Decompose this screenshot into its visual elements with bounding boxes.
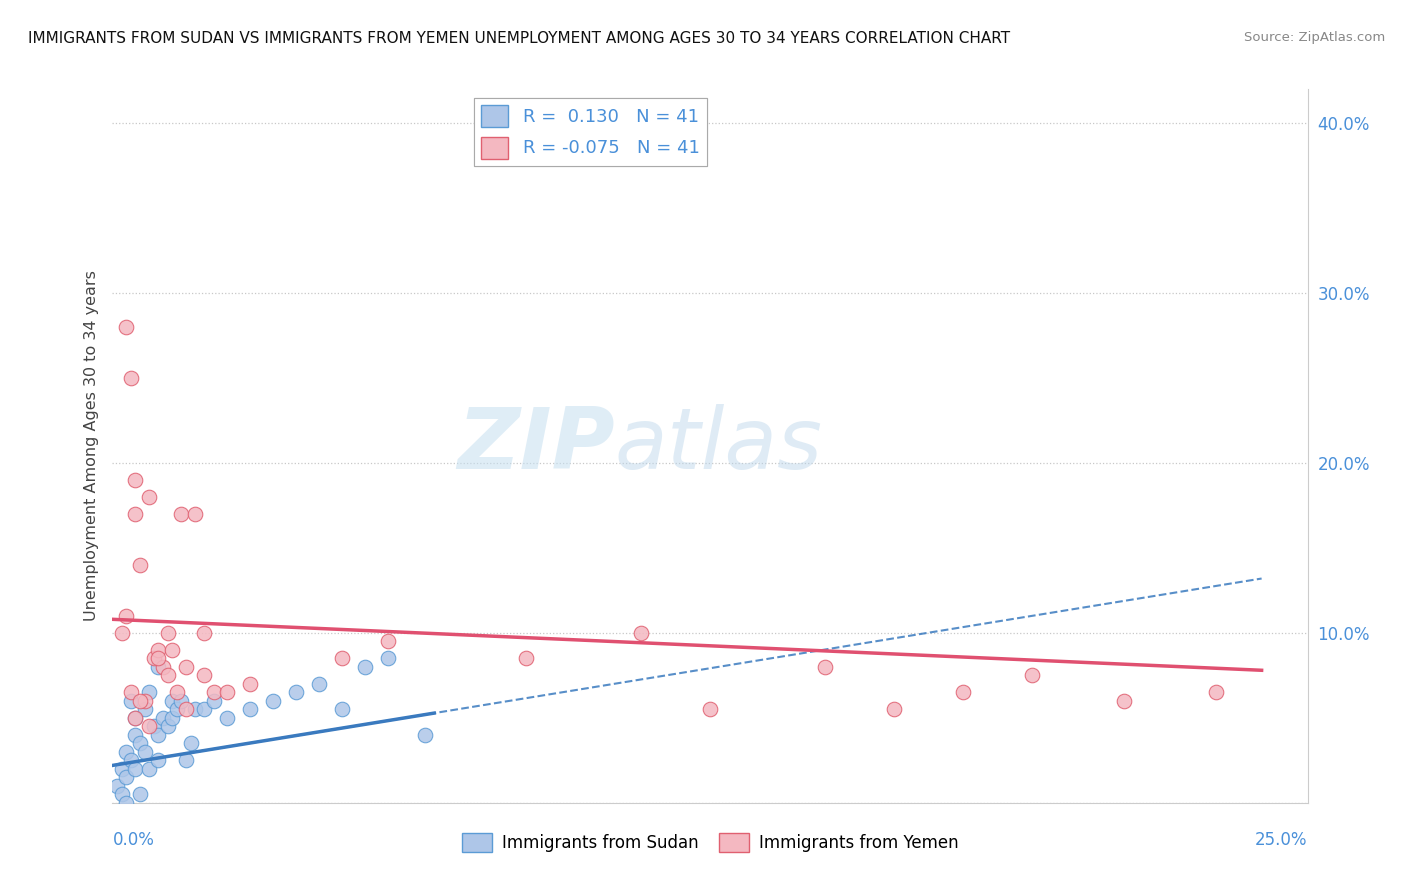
Point	[180, 736, 202, 750]
Point	[148, 728, 170, 742]
Point	[217, 711, 239, 725]
Point	[124, 762, 146, 776]
Point	[193, 702, 215, 716]
Point	[148, 753, 170, 767]
Point	[413, 728, 436, 742]
Point	[156, 668, 179, 682]
Point	[105, 779, 128, 793]
Point	[134, 745, 156, 759]
Point	[377, 651, 399, 665]
Point	[166, 702, 188, 716]
Point	[156, 626, 179, 640]
Point	[115, 608, 138, 623]
Point	[111, 787, 134, 801]
Point	[1112, 694, 1135, 708]
Point	[124, 473, 146, 487]
Point	[142, 651, 165, 665]
Point	[699, 702, 721, 716]
Point	[124, 507, 146, 521]
Point	[285, 685, 308, 699]
Text: 25.0%: 25.0%	[1256, 831, 1308, 849]
Point	[174, 753, 197, 767]
Point	[330, 702, 353, 716]
Point	[129, 558, 152, 572]
Point	[202, 685, 225, 699]
Point	[115, 745, 138, 759]
Point	[138, 719, 160, 733]
Point	[142, 719, 165, 733]
Text: atlas: atlas	[614, 404, 823, 488]
Y-axis label: Unemployment Among Ages 30 to 34 years: Unemployment Among Ages 30 to 34 years	[83, 270, 98, 622]
Point	[162, 711, 183, 725]
Point	[148, 651, 170, 665]
Point	[515, 651, 537, 665]
Point	[129, 694, 152, 708]
Point	[330, 651, 353, 665]
Point	[193, 626, 215, 640]
Point	[148, 660, 170, 674]
Point	[883, 702, 905, 716]
Point	[184, 507, 207, 521]
Point	[111, 762, 134, 776]
Point	[129, 736, 152, 750]
Point	[377, 634, 399, 648]
Point	[115, 770, 138, 784]
Point	[152, 711, 174, 725]
Point	[193, 668, 215, 682]
Text: Source: ZipAtlas.com: Source: ZipAtlas.com	[1244, 31, 1385, 45]
Point	[120, 694, 142, 708]
Legend: R =  0.130   N = 41, R = -0.075   N = 41: R = 0.130 N = 41, R = -0.075 N = 41	[474, 98, 707, 166]
Point	[134, 694, 156, 708]
Point	[152, 660, 174, 674]
Point	[120, 753, 142, 767]
Point	[124, 711, 146, 725]
Point	[262, 694, 284, 708]
Point	[138, 762, 160, 776]
Point	[239, 702, 262, 716]
Text: IMMIGRANTS FROM SUDAN VS IMMIGRANTS FROM YEMEN UNEMPLOYMENT AMONG AGES 30 TO 34 : IMMIGRANTS FROM SUDAN VS IMMIGRANTS FROM…	[28, 31, 1011, 46]
Point	[129, 787, 152, 801]
Text: 0.0%: 0.0%	[112, 831, 155, 849]
Point	[156, 719, 179, 733]
Point	[170, 507, 193, 521]
Point	[138, 685, 160, 699]
Point	[148, 643, 170, 657]
Point	[1205, 685, 1227, 699]
Point	[952, 685, 974, 699]
Point	[630, 626, 652, 640]
Point	[814, 660, 837, 674]
Point	[124, 711, 146, 725]
Point	[239, 677, 262, 691]
Point	[115, 796, 138, 810]
Point	[115, 320, 138, 334]
Point	[124, 728, 146, 742]
Point	[1021, 668, 1043, 682]
Point	[134, 702, 156, 716]
Point	[217, 685, 239, 699]
Point	[120, 371, 142, 385]
Point	[120, 685, 142, 699]
Point	[162, 643, 183, 657]
Point	[170, 694, 193, 708]
Point	[184, 702, 207, 716]
Point	[166, 685, 188, 699]
Point	[354, 660, 377, 674]
Point	[162, 694, 183, 708]
Point	[308, 677, 330, 691]
Point	[111, 626, 134, 640]
Point	[174, 660, 197, 674]
Text: ZIP: ZIP	[457, 404, 614, 488]
Point	[202, 694, 225, 708]
Point	[138, 490, 160, 504]
Point	[174, 702, 197, 716]
